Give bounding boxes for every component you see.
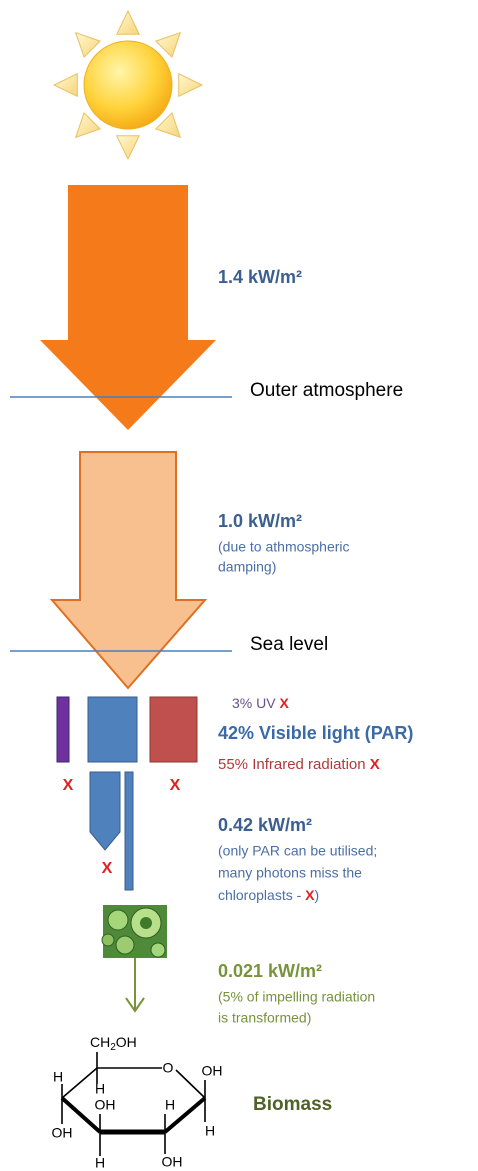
loss-mark: X	[170, 777, 181, 794]
flux-value: 1.4 kW/m²	[218, 267, 302, 287]
flux-arrow	[40, 185, 216, 430]
note-text: chloroplasts -	[218, 887, 305, 903]
diagram: 1.4 kW/m² Outer atmosphere 1.0 kW/m² (du…	[0, 0, 478, 1171]
flux-note: (due to athmospheric	[218, 539, 350, 555]
note-text: )	[315, 887, 320, 903]
atom-label: H	[205, 1123, 215, 1139]
flux-value: 1.0 kW/m²	[218, 511, 302, 531]
flux-value: 0.42 kW/m²	[218, 815, 312, 835]
sun-ray	[156, 113, 180, 137]
sun-ray	[76, 113, 100, 137]
atom-label: H	[95, 1081, 105, 1097]
atom-label: OH	[202, 1063, 223, 1079]
uv-bar	[57, 697, 69, 762]
sun-ray	[117, 136, 140, 159]
atom-label: H	[53, 1069, 63, 1085]
glucose-ring	[62, 1052, 205, 1156]
atom-label: OH	[52, 1125, 73, 1141]
atom-label: OH	[116, 1034, 137, 1050]
flux-note: chloroplasts - X)	[218, 887, 319, 903]
atom-label: OH	[162, 1154, 183, 1170]
infrared-label: 55% Infrared radiation	[218, 756, 366, 773]
spectrum-label: 42% Visible light (PAR)	[218, 723, 413, 743]
infrared-bar	[150, 697, 197, 762]
sun-ray	[117, 11, 140, 34]
loss-mark: X	[370, 756, 380, 773]
spectrum-label: 3% UV X	[232, 695, 289, 711]
sun-ray	[76, 33, 100, 57]
atom-label: CH	[90, 1034, 110, 1050]
sun-ray	[156, 33, 180, 57]
par-used	[125, 772, 133, 890]
flux-note: many photons miss the	[218, 865, 362, 881]
level-label: Sea level	[250, 634, 328, 655]
atom-label: OH	[95, 1097, 116, 1113]
level-label: Outer atmosphere	[250, 380, 403, 401]
loss-mark: X	[102, 860, 113, 877]
atom-label: H	[165, 1097, 175, 1113]
flux-note: (5% of impelling radiation	[218, 989, 375, 1005]
spectrum-label: 55% Infrared radiation X	[218, 756, 380, 773]
sun-ray	[179, 74, 202, 97]
atom-label: H	[95, 1155, 105, 1171]
sun-icon	[54, 11, 202, 159]
sun-ray	[54, 74, 77, 97]
flux-note: is transformed)	[218, 1010, 311, 1026]
atom-label: O	[163, 1060, 174, 1076]
par-branch	[90, 772, 120, 850]
flux-arrow	[52, 452, 205, 688]
sun-disc	[84, 41, 172, 129]
product-label: Biomass	[253, 1094, 332, 1115]
flux-value: 0.021 kW/m²	[218, 961, 322, 981]
flux-note: (only PAR can be utilised;	[218, 843, 377, 859]
loss-mark: X	[63, 777, 74, 794]
chloroplast-image	[102, 905, 167, 958]
visible-bar	[88, 697, 137, 762]
uv-label: 3% UV	[232, 695, 276, 711]
side-chain-label: CH2OH	[90, 1034, 137, 1053]
loss-mark: X	[279, 695, 289, 711]
flux-note: damping)	[218, 559, 276, 575]
